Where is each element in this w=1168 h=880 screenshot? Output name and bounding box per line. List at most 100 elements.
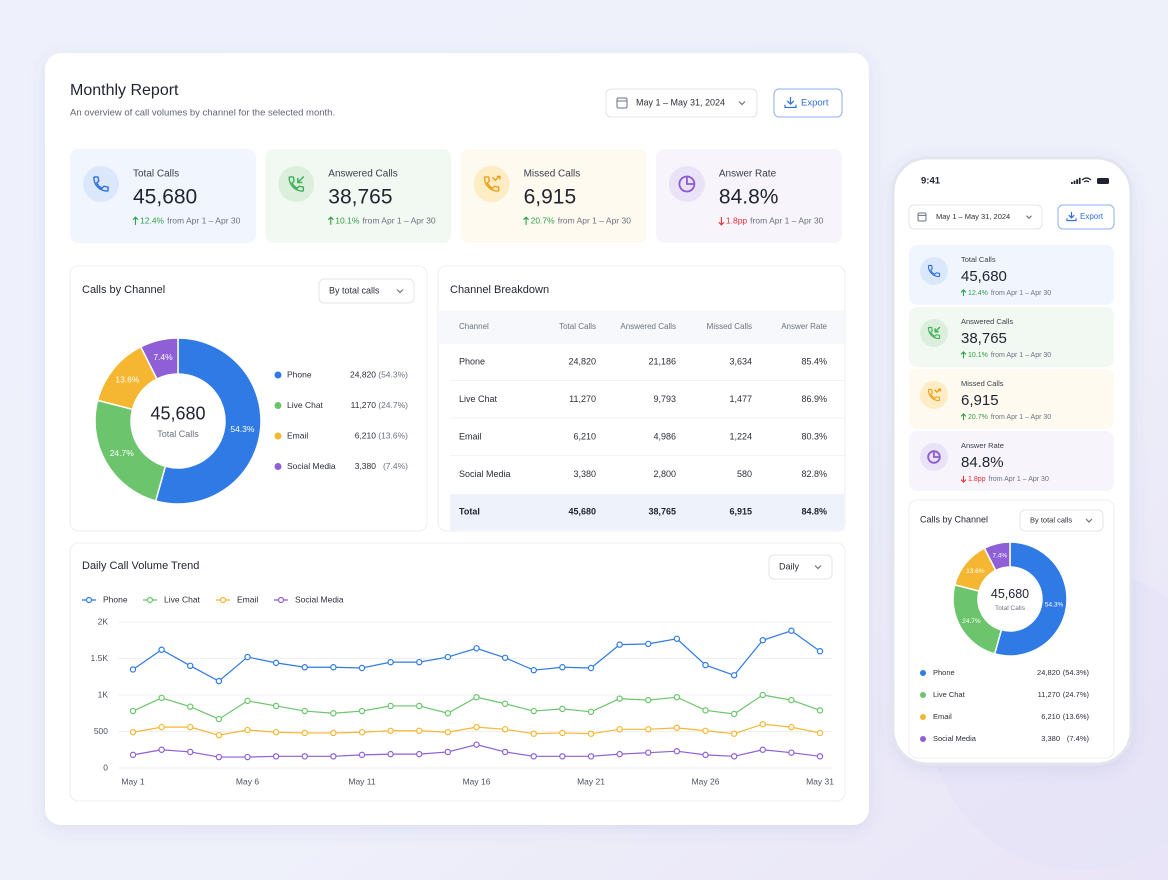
- total-cell: 84.8%: [801, 506, 827, 516]
- phone-button: [1131, 282, 1134, 322]
- data-point: [129, 707, 137, 715]
- data-point: [788, 696, 795, 704]
- legend-dot: [920, 670, 926, 676]
- dropdown-label: By total calls: [1030, 515, 1072, 524]
- slice-label: 13.6%: [966, 568, 985, 575]
- data-point: [559, 705, 566, 713]
- data-point: [473, 723, 480, 731]
- dropdown-label: Daily: [779, 561, 800, 571]
- data-point: [616, 726, 623, 733]
- download-icon: [1066, 212, 1077, 222]
- change-arrow: [718, 217, 725, 226]
- data-point: [330, 664, 337, 671]
- data-point: [616, 750, 623, 758]
- data-point: [272, 753, 280, 760]
- legend-dot: [274, 463, 282, 470]
- table-cell: 21,186: [648, 356, 676, 366]
- data-point: [587, 730, 595, 737]
- legend-label: Social Media: [933, 734, 977, 743]
- change-arrow: [327, 216, 334, 225]
- export-button[interactable]: [773, 88, 843, 118]
- data-point: [330, 729, 337, 737]
- total-row: [450, 494, 844, 530]
- export-label: Export: [801, 98, 829, 109]
- legend-label: Phone: [287, 369, 312, 379]
- legend-value: 24,820: [1037, 668, 1060, 677]
- donut-center-value: 45,680: [150, 403, 205, 423]
- data-point: [788, 723, 795, 731]
- data-point: [530, 753, 537, 760]
- legend-value: 3,380: [355, 461, 377, 471]
- data-point: [301, 664, 308, 671]
- change-arrow: [960, 475, 967, 483]
- kpi-icon: [927, 326, 941, 340]
- table-cell: 24,820: [568, 356, 596, 366]
- kpi-icon-bg: [920, 319, 948, 347]
- data-point: [215, 715, 223, 723]
- kpi-period: from Apr 1 – Apr 30: [991, 414, 1051, 421]
- legend-dot: [274, 371, 282, 379]
- dropdown[interactable]: [318, 278, 415, 304]
- kpi-period: from Apr 1 – Apr 30: [991, 352, 1051, 359]
- slice-label: 54.3%: [1045, 602, 1064, 609]
- x-tick-label: May 21: [577, 776, 605, 786]
- data-point: [501, 748, 509, 756]
- data-point: [730, 710, 738, 718]
- data-point: [215, 753, 223, 761]
- table-cell: 11,270: [569, 394, 596, 404]
- date-picker[interactable]: [605, 88, 758, 118]
- y-tick-label: 1.5K: [91, 653, 109, 663]
- legend-percent: (13.6%): [378, 430, 408, 440]
- legend-dot: [146, 596, 154, 604]
- data-point: [645, 749, 652, 756]
- calendar-icon: [917, 212, 927, 222]
- data-point: [501, 726, 509, 733]
- mobile-date-picker[interactable]: [908, 204, 1043, 230]
- card-title: Channel Breakdown: [450, 284, 549, 296]
- dropdown[interactable]: [768, 554, 833, 580]
- table-cell: 580: [737, 469, 752, 479]
- data-point: [730, 753, 738, 760]
- data-point: [158, 694, 165, 702]
- data-point: [358, 751, 366, 759]
- data-point: [816, 648, 824, 655]
- table-cell: 4,986: [653, 431, 676, 441]
- legend-percent: (24.7%): [1063, 690, 1090, 699]
- data-point: [645, 696, 652, 704]
- table-header: [439, 311, 844, 344]
- card-title: Calls by Channel: [82, 284, 165, 296]
- table-cell: 9,793: [653, 394, 676, 404]
- dropdown[interactable]: [1019, 509, 1104, 532]
- kpi-value: 6,915: [961, 392, 999, 409]
- kpi-icon: [297, 176, 305, 184]
- table-cell: 80.3%: [801, 431, 827, 441]
- data-point: [645, 640, 652, 648]
- data-point: [559, 753, 566, 760]
- kpi-label: Answered Calls: [961, 317, 1013, 326]
- dropdown-label: By total calls: [329, 285, 380, 295]
- legend-dot: [920, 736, 926, 742]
- kpi-card: [460, 149, 647, 243]
- data-point: [759, 721, 766, 728]
- data-point: [244, 753, 251, 761]
- legend-label: Live Chat: [287, 400, 324, 410]
- data-point: [501, 654, 509, 661]
- kpi-label: Total Calls: [961, 255, 996, 264]
- kpi-value: 45,680: [961, 268, 1007, 285]
- legend-value: 11,270: [1038, 690, 1060, 699]
- change-arrow: [960, 289, 967, 297]
- calendar-icon: [616, 97, 628, 109]
- data-point: [358, 729, 366, 736]
- table-cell: 86.9%: [801, 394, 827, 404]
- data-point: [559, 729, 566, 737]
- data-point: [158, 746, 165, 753]
- chevron-icon: [396, 289, 404, 294]
- data-point: [301, 729, 308, 737]
- kpi-period: from Apr 1 – Apr 30: [989, 476, 1049, 483]
- mobile-export-button[interactable]: [1057, 204, 1115, 230]
- kpi-icon: [933, 451, 940, 458]
- status-time: 9:41: [921, 176, 941, 187]
- data-point: [387, 658, 394, 666]
- data-point: [759, 746, 766, 753]
